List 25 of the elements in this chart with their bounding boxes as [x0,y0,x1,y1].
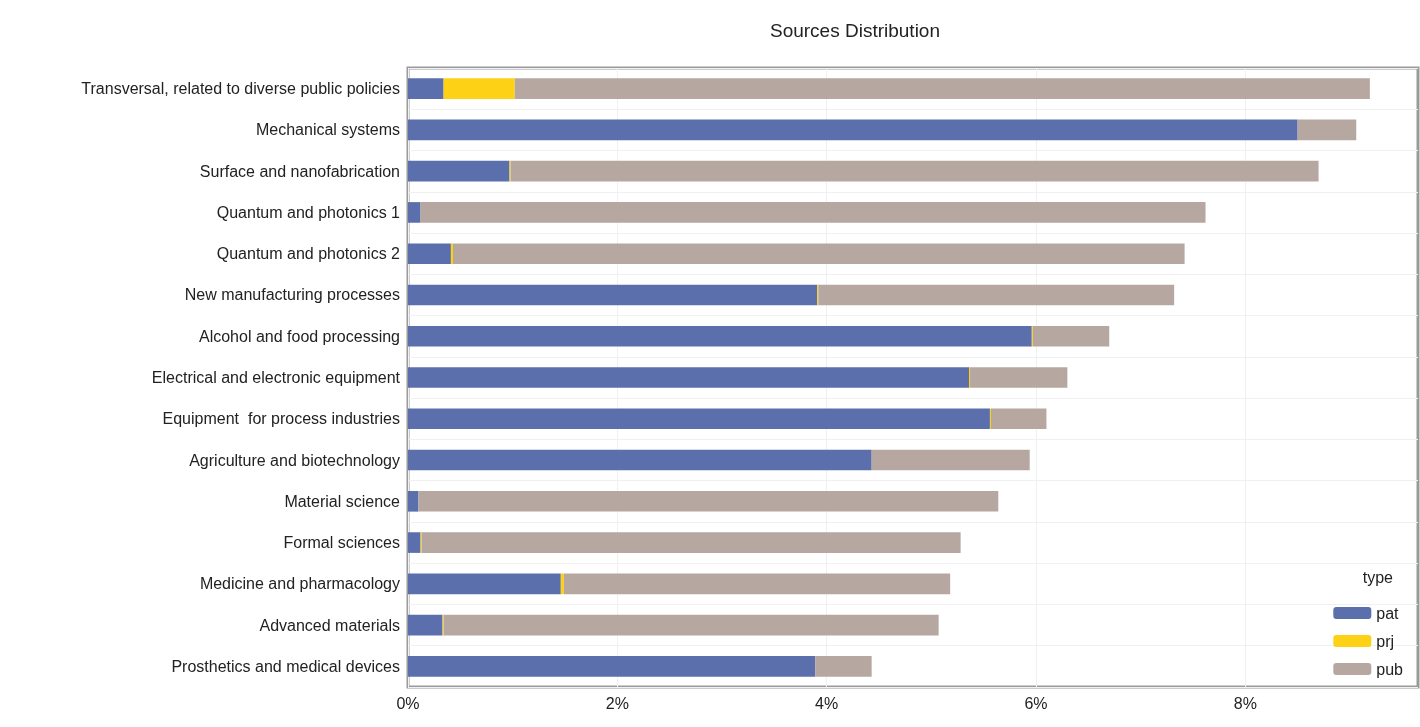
legend-label: prj [1376,632,1395,650]
y-tick-label: Formal sciences [283,534,400,552]
legend-title: type [1362,568,1394,586]
y-tick-label: Equipment for process industries [162,410,400,428]
chart-title: Sources Distribution [769,20,941,41]
y-tick-label: New manufacturing processes [184,286,400,304]
y-tick-label: Mechanical systems [255,121,400,139]
x-tick-label: 4% [815,694,839,712]
x-tick-label: 2% [605,694,629,712]
x-tick-label: 6% [1024,694,1048,712]
y-tick-label: Agriculture and biotechnology [189,451,400,469]
y-tick-label: Advanced materials [259,616,400,634]
y-tick-label: Prosthetics and medical devices [171,657,400,675]
y-tick-label: Quantum and photonics 2 [216,245,401,263]
legend-label: pub [1376,660,1404,678]
y-tick-label: Quantum and photonics 1 [216,203,401,221]
x-tick-label: 0% [396,694,420,712]
x-tick-label: 8% [1233,694,1257,712]
y-tick-label: Transversal, related to diverse public policies [81,80,400,98]
y-tick-label: Medicine and pharmacology [199,575,400,593]
y-tick-label: Electrical and electronic equipment [151,369,401,386]
y-tick-label: Surface and nanofabrication [199,162,400,180]
y-tick-label: Alcohol and food processing [198,327,400,345]
y-tick-label: Material science [284,492,401,510]
legend-label: pat [1376,604,1400,622]
